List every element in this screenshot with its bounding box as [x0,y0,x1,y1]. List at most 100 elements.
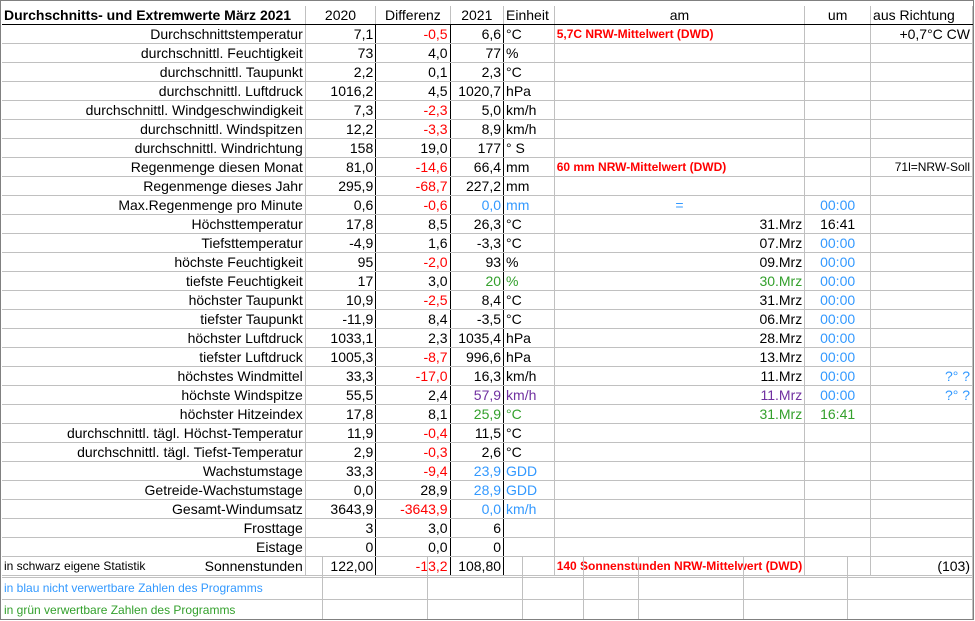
value-2020: 158 [305,138,377,158]
value-differenz: 3,0 [375,271,451,291]
value-2021: 93 [450,252,505,272]
value-um: 00:00 [804,252,872,272]
value-differenz: -2,3 [375,100,451,120]
value-um [804,138,872,158]
value-2020: 73 [305,43,377,63]
value-2020: 0,0 [305,480,377,500]
row-label: tiefster Taupunkt [2,309,306,329]
value-2020: 7,3 [305,100,377,120]
value-richtung [870,62,973,82]
table-row: tiefster Luftdruck 1005,3 -8,7 996,6 hPa 13.M… [2,347,973,367]
value-am [554,518,806,538]
value-2020: 2,9 [305,442,377,462]
value-um: 16:41 [804,214,872,234]
unit: km/h [503,100,555,120]
table-title: Durchschnitts- und Extremwerte März 2021 [2,6,306,25]
unit: hPa [503,81,555,101]
row-label: Wachstumstage [2,461,306,481]
unit: °C [503,404,555,424]
value-um: 00:00 [804,309,872,329]
value-am [554,43,806,63]
row-label: tiefste Feuchtigkeit [2,271,306,291]
row-label: durchschnittl. Windgeschwindigkeit [2,100,306,120]
unit: °C [503,233,555,253]
unit: km/h [503,119,555,139]
header-am: am [554,6,806,25]
value-am: 5,7C NRW-Mittelwert (DWD) [554,24,806,44]
value-2020: 0,6 [305,195,377,215]
value-am: = [554,195,806,215]
unit [503,518,555,538]
value-um [804,24,872,44]
value-2021: 28,9 [450,480,505,500]
table-row: Höchsttemperatur 17,8 8,5 26,3 °C 31.Mrz 16:41 [2,214,973,234]
value-2021: 8,4 [450,290,505,310]
header-einheit: Einheit [503,6,555,25]
value-differenz: -3,3 [375,119,451,139]
value-um [804,461,872,481]
value-um [804,518,872,538]
value-differenz: -3643,9 [375,499,451,519]
value-2020: 17 [305,271,377,291]
row-label: Max.Regenmenge pro Minute [2,195,306,215]
value-um [804,480,872,500]
value-2021: 77 [450,43,505,63]
value-richtung [870,480,973,500]
table-row: durchschnittl. Taupunkt 2,2 0,1 2,3 °C [2,62,973,82]
value-2021: 11,5 [450,423,505,443]
unit: mm [503,195,555,215]
value-richtung [870,537,973,557]
value-2020: 1005,3 [305,347,377,367]
value-am [554,81,806,101]
value-um [804,537,872,557]
value-2021: 996,6 [450,347,505,367]
row-label: Tiefsttemperatur [2,233,306,253]
value-2021: 23,9 [450,461,505,481]
value-um [804,62,872,82]
unit: °C [503,423,555,443]
value-richtung [870,119,973,139]
note-green: in grün verwertbare Zahlen des Programms [2,599,324,619]
value-2020: 2,2 [305,62,377,82]
value-richtung [870,309,973,329]
value-richtung [870,442,973,462]
value-2020: 17,8 [305,404,377,424]
value-2020: -4,9 [305,233,377,253]
note-black: in schwarz eigene Statistik [2,556,324,578]
row-label: höchstes Windmittel [2,366,306,386]
statistics-table: Durchschnitts- und Extremwerte März 2021… [2,6,973,576]
value-am: 31.Mrz [554,290,806,310]
value-2021: 1020,7 [450,81,505,101]
row-label: Durchschnittstemperatur [2,24,306,44]
value-2021: 2,3 [450,62,505,82]
row-label: durchschnittl. tägl. Tiefst-Temperatur [2,442,306,462]
value-um: 00:00 [804,347,872,367]
row-label: Höchsttemperatur [2,214,306,234]
unit: % [503,271,555,291]
row-label: Getreide-Wachstumstage [2,480,306,500]
value-um: 00:00 [804,233,872,253]
note-row: in grün verwertbare Zahlen des Programms [2,599,973,619]
value-2020: 55,5 [305,385,377,405]
value-am [554,100,806,120]
row-label: Eistage [2,537,306,557]
value-am: 13.Mrz [554,347,806,367]
header-um: um [804,6,872,25]
unit: hPa [503,347,555,367]
table-row: Tiefsttemperatur -4,9 1,6 -3,3 °C 07.Mrz 00:00 [2,233,973,253]
table-row: tiefste Feuchtigkeit 17 3,0 20% 30.Mrz 00:00 [2,271,973,291]
value-differenz: 1,6 [375,233,451,253]
value-differenz: -14,6 [375,157,451,177]
value-2020: 3643,9 [305,499,377,519]
note-row: in blau nicht verwertbare Zahlen des Pro… [2,577,973,600]
value-differenz: 2,4 [375,385,451,405]
header-richtung: aus Richtung [870,6,973,25]
value-richtung [870,271,973,291]
value-richtung [870,423,973,443]
legend-notes: in schwarz eigene Statistik in blau nich… [2,556,973,619]
value-2020: -11,9 [305,309,377,329]
value-am [554,461,806,481]
value-differenz: -0,3 [375,442,451,462]
value-richtung [870,43,973,63]
